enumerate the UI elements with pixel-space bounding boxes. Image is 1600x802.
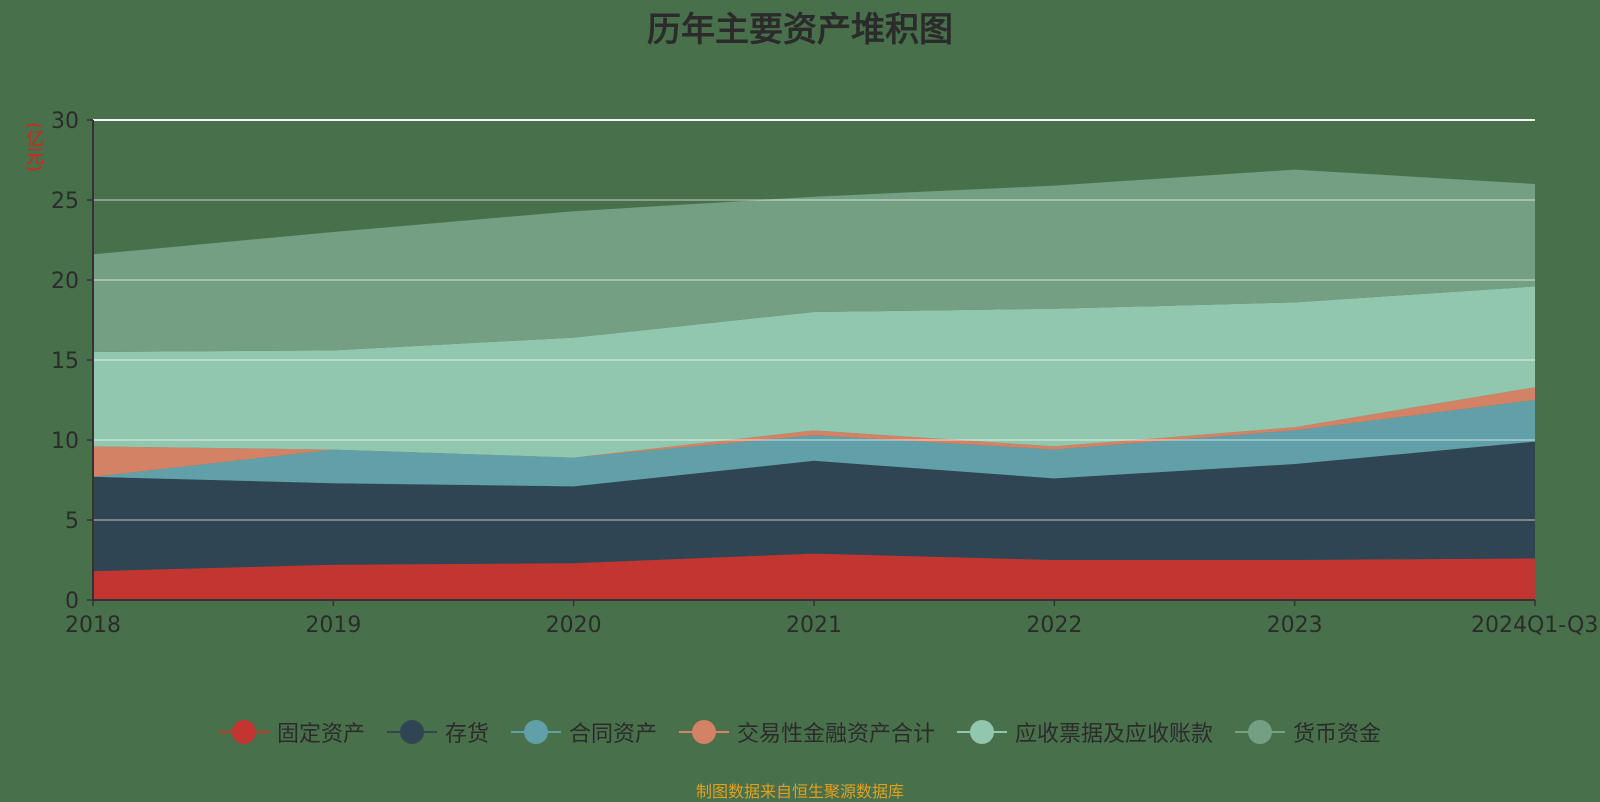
area-series-4 (93, 286, 1535, 458)
area-series-2 (93, 400, 1535, 487)
area-series-0 (93, 553, 1535, 600)
legend-item-5[interactable]: 货币资金 (1235, 716, 1381, 748)
legend-item-0[interactable]: 固定资产 (218, 716, 365, 748)
x-tick-label-6: 2024Q1-Q3 (1471, 613, 1598, 638)
y-tick-label-0: 0 (65, 589, 79, 614)
x-tick-label-2: 2020 (546, 613, 602, 638)
legend-label: 应收票据及应收账款 (1015, 722, 1214, 747)
chart-title: 历年主要资产堆积图 (647, 10, 953, 50)
legend-item-3[interactable]: 交易性金融资产合计 (679, 716, 935, 748)
legend-item-1[interactable]: 存货 (386, 716, 489, 748)
x-tick-label-1: 2019 (305, 613, 361, 638)
legend-marker (957, 720, 1008, 744)
legend-marker (1235, 720, 1286, 744)
y-tick-label-1: 5 (65, 509, 79, 534)
data-source-note: 制图数据来自恒生聚源数据库 (695, 782, 904, 801)
chart-legend: 固定资产 存货 合同资产 交易性金融资产合计 应收票据及应收账款 货币资金 (0, 716, 1600, 748)
legend-item-2[interactable]: 合同资产 (510, 716, 657, 748)
legend-label: 货币资金 (1293, 722, 1382, 747)
legend-label: 存货 (444, 722, 489, 747)
legend-marker (510, 720, 561, 744)
area-series-3 (93, 387, 1535, 477)
legend-marker (386, 720, 437, 744)
y-axis-unit-label: (亿元) (23, 122, 44, 173)
x-tick-label-4: 2022 (1026, 613, 1082, 638)
y-tick-label-6: 30 (51, 109, 79, 134)
x-tick-label-3: 2021 (786, 613, 842, 638)
legend-marker (679, 720, 729, 744)
legend-item-4[interactable]: 应收票据及应收账款 (957, 716, 1213, 748)
y-tick-label-2: 10 (51, 429, 79, 454)
legend-label: 固定资产 (276, 722, 365, 747)
legend-label: 合同资产 (568, 722, 657, 747)
y-tick-label-5: 25 (51, 189, 79, 214)
y-tick-label-4: 20 (51, 269, 79, 294)
y-tick-label-3: 15 (51, 349, 79, 374)
x-tick-label-0: 2018 (65, 613, 121, 638)
area-series-1 (93, 441, 1535, 572)
area-series-5 (93, 169, 1535, 352)
legend-marker (218, 720, 269, 744)
x-tick-label-5: 2023 (1267, 613, 1323, 638)
legend-label: 交易性金融资产合计 (737, 722, 936, 747)
